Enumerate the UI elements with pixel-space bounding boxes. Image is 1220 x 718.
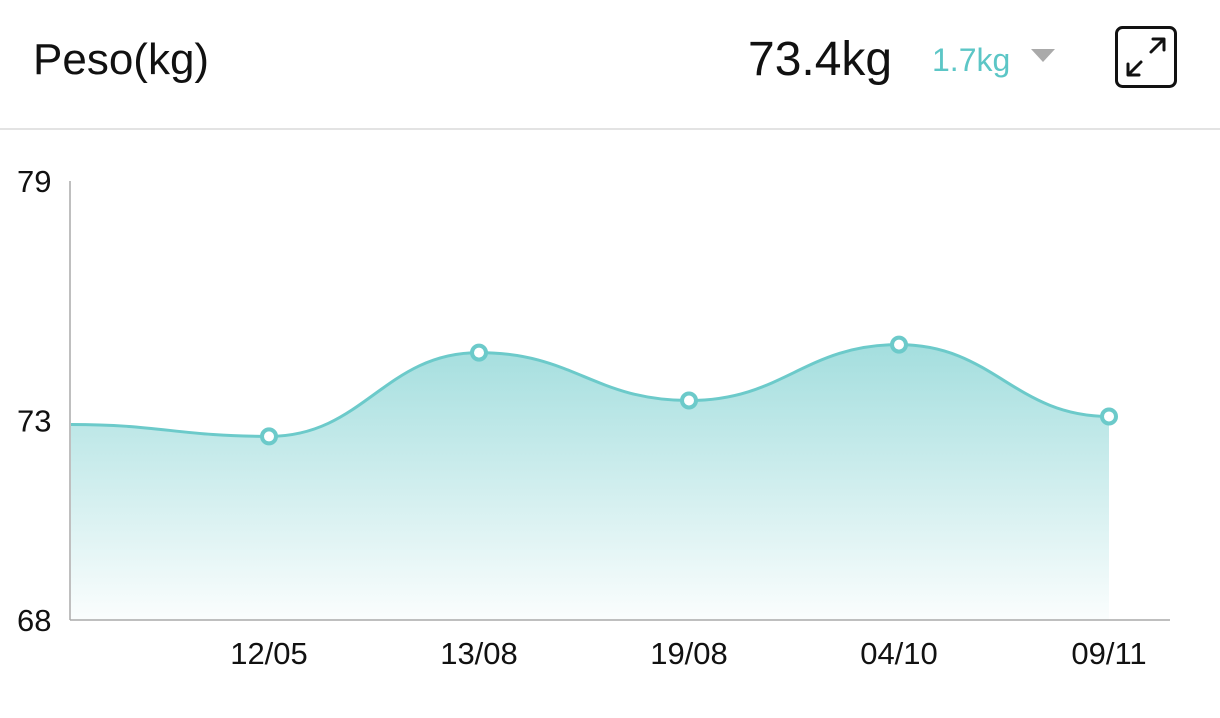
data-point	[470, 343, 488, 362]
chart-header: Peso(kg) 73.4kg 1.7kg	[0, 0, 1220, 130]
x-tick-label: 04/10	[860, 636, 938, 671]
y-tick-label: 79	[17, 164, 51, 199]
chart-title: Peso(kg)	[33, 35, 210, 84]
y-tick-label: 68	[17, 603, 51, 638]
x-tick-label: 12/05	[230, 636, 308, 671]
x-tick-label: 19/08	[650, 636, 728, 671]
y-tick-label: 73	[17, 403, 51, 438]
data-point	[890, 335, 908, 354]
weight-change-value: 1.7kg	[932, 42, 1011, 78]
weight-chart: 79 73 68 12/05 13/08 19/08 04/10 09/11	[0, 130, 1220, 718]
caret-down-icon	[1031, 49, 1055, 62]
data-point	[260, 427, 278, 446]
data-point	[1100, 407, 1118, 426]
series-line	[70, 343, 1110, 438]
expand-button[interactable]	[1115, 26, 1177, 88]
current-weight-value: 73.4kg	[748, 33, 893, 86]
expand-arrows-icon	[1115, 26, 1177, 88]
x-tick-label: 13/08	[440, 636, 518, 671]
data-point	[680, 391, 698, 410]
x-tick-label: 09/11	[1071, 636, 1146, 671]
area-fill	[71, 344, 1109, 620]
weight-area-chart: 79 73 68 12/05 13/08 19/08 04/10 09/11	[17, 164, 1170, 671]
